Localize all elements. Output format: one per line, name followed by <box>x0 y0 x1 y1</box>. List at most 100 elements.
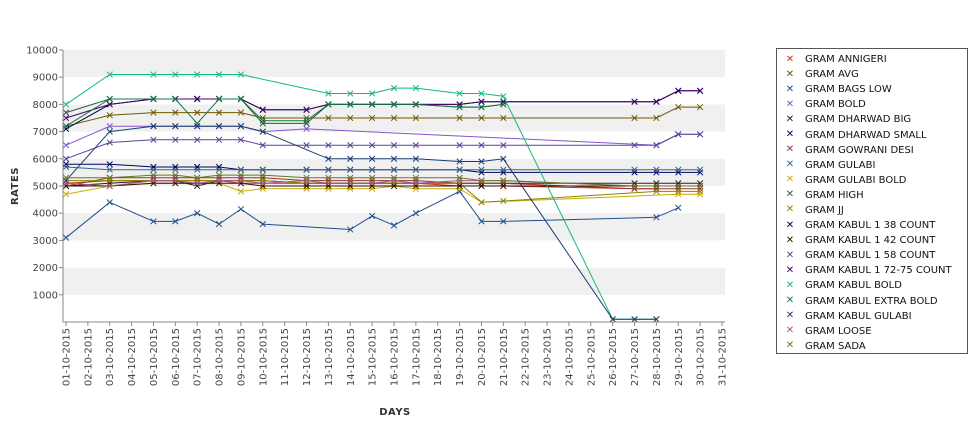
data-point <box>62 161 70 168</box>
data-point <box>631 114 638 122</box>
legend-label: GRAM KABUL 1 38 COUNT <box>805 220 936 232</box>
x-axis-label: DAYS <box>379 407 411 418</box>
point-marker-b <box>172 180 179 187</box>
point-marker-b <box>347 182 354 190</box>
data-point <box>368 101 376 108</box>
data-point <box>347 101 354 108</box>
point-marker-b <box>653 180 660 187</box>
data-point <box>412 210 420 217</box>
point-marker-b <box>172 123 179 130</box>
y-tick-labels: 1000 2000 3000 4000 5000 6000 7000 8000 9000 1000… <box>26 46 58 302</box>
data-point <box>609 316 616 323</box>
data-point <box>215 71 223 78</box>
data-point <box>653 214 660 221</box>
point-marker-b <box>303 142 310 149</box>
point-marker-b <box>237 180 245 187</box>
point-marker-b <box>478 158 485 165</box>
point-marker-b <box>194 109 201 116</box>
point-marker-b <box>194 136 201 143</box>
legend-item: ✕ GRAM GOWRANI DESI <box>781 143 967 158</box>
point-marker-b <box>150 95 157 103</box>
data-point <box>172 123 179 130</box>
point-marker-b <box>390 180 398 187</box>
point-marker-b <box>62 161 70 168</box>
point-marker-b <box>456 142 463 149</box>
data-point <box>478 177 485 184</box>
series-gram-sada <box>62 171 704 190</box>
data-point <box>259 171 266 179</box>
point-marker-b <box>194 177 201 184</box>
point-marker-b <box>456 180 463 187</box>
point-marker-b <box>325 114 332 122</box>
x-tick-label: 23-10-2015 <box>543 328 554 386</box>
data-point <box>106 180 113 187</box>
data-point <box>303 166 310 173</box>
grid-band <box>63 50 725 78</box>
y-tick-label: 3000 <box>33 236 58 247</box>
data-point <box>172 163 179 171</box>
point-marker-b <box>347 155 354 162</box>
data-point <box>675 180 682 187</box>
data-point <box>259 166 266 173</box>
data-point <box>303 185 310 192</box>
data-point <box>237 205 245 213</box>
point-marker-b <box>478 98 485 105</box>
point-marker-b <box>478 199 485 206</box>
point-marker-b <box>390 84 398 92</box>
data-point <box>106 71 113 78</box>
point-marker-b <box>106 95 113 103</box>
data-point <box>62 191 70 198</box>
point-marker-b <box>631 114 638 122</box>
data-point <box>631 166 638 173</box>
point-marker-b <box>500 180 507 187</box>
x-tick-label: 16-10-2015 <box>390 328 401 386</box>
point-marker-b <box>62 125 70 133</box>
data-point <box>347 185 354 192</box>
x-tick-label: 28-10-2015 <box>652 328 663 386</box>
data-point <box>456 114 463 122</box>
legend-label: GRAM GOWRANI DESI <box>805 144 914 156</box>
data-point <box>106 101 113 108</box>
point-marker-b <box>653 114 660 122</box>
point-marker-b <box>653 214 660 221</box>
data-point <box>696 180 704 187</box>
legend-label: GRAM BOLD <box>805 99 866 111</box>
data-point <box>172 174 179 181</box>
point-marker-b <box>106 139 113 146</box>
point-marker-b <box>675 204 682 211</box>
point-marker-b <box>259 177 266 184</box>
data-point <box>456 166 463 173</box>
data-point <box>696 188 704 195</box>
data-point <box>237 188 245 195</box>
data-point <box>456 103 463 111</box>
x-tick-label: 15-10-2015 <box>368 328 379 386</box>
data-point <box>653 98 660 105</box>
point-marker-b <box>194 174 201 181</box>
point-marker-b <box>347 174 354 181</box>
data-point <box>325 101 332 108</box>
legend-marker-icon: ✕ <box>785 98 795 110</box>
data-point <box>456 158 463 165</box>
data-point <box>172 177 179 184</box>
data-point <box>194 71 201 78</box>
data-point <box>347 180 354 187</box>
data-point <box>500 180 507 187</box>
point-marker-b <box>631 166 638 173</box>
data-point <box>215 166 223 173</box>
data-point <box>412 185 420 192</box>
data-point <box>325 180 332 187</box>
point-marker-b <box>500 166 507 173</box>
point-marker-b <box>237 177 245 184</box>
data-point <box>106 177 113 184</box>
point-marker-b <box>194 182 201 190</box>
point-marker-b <box>237 188 245 195</box>
data-point <box>653 188 660 195</box>
point-marker-b <box>106 112 113 119</box>
point-marker-b <box>696 166 704 173</box>
data-point <box>478 180 485 187</box>
legend-marker-icon: ✕ <box>785 174 795 186</box>
legend-marker-icon: ✕ <box>785 310 795 322</box>
data-point <box>150 177 157 184</box>
point-marker-b <box>696 191 704 198</box>
legend-item: ✕ GRAM GULABI BOLD <box>781 173 967 188</box>
